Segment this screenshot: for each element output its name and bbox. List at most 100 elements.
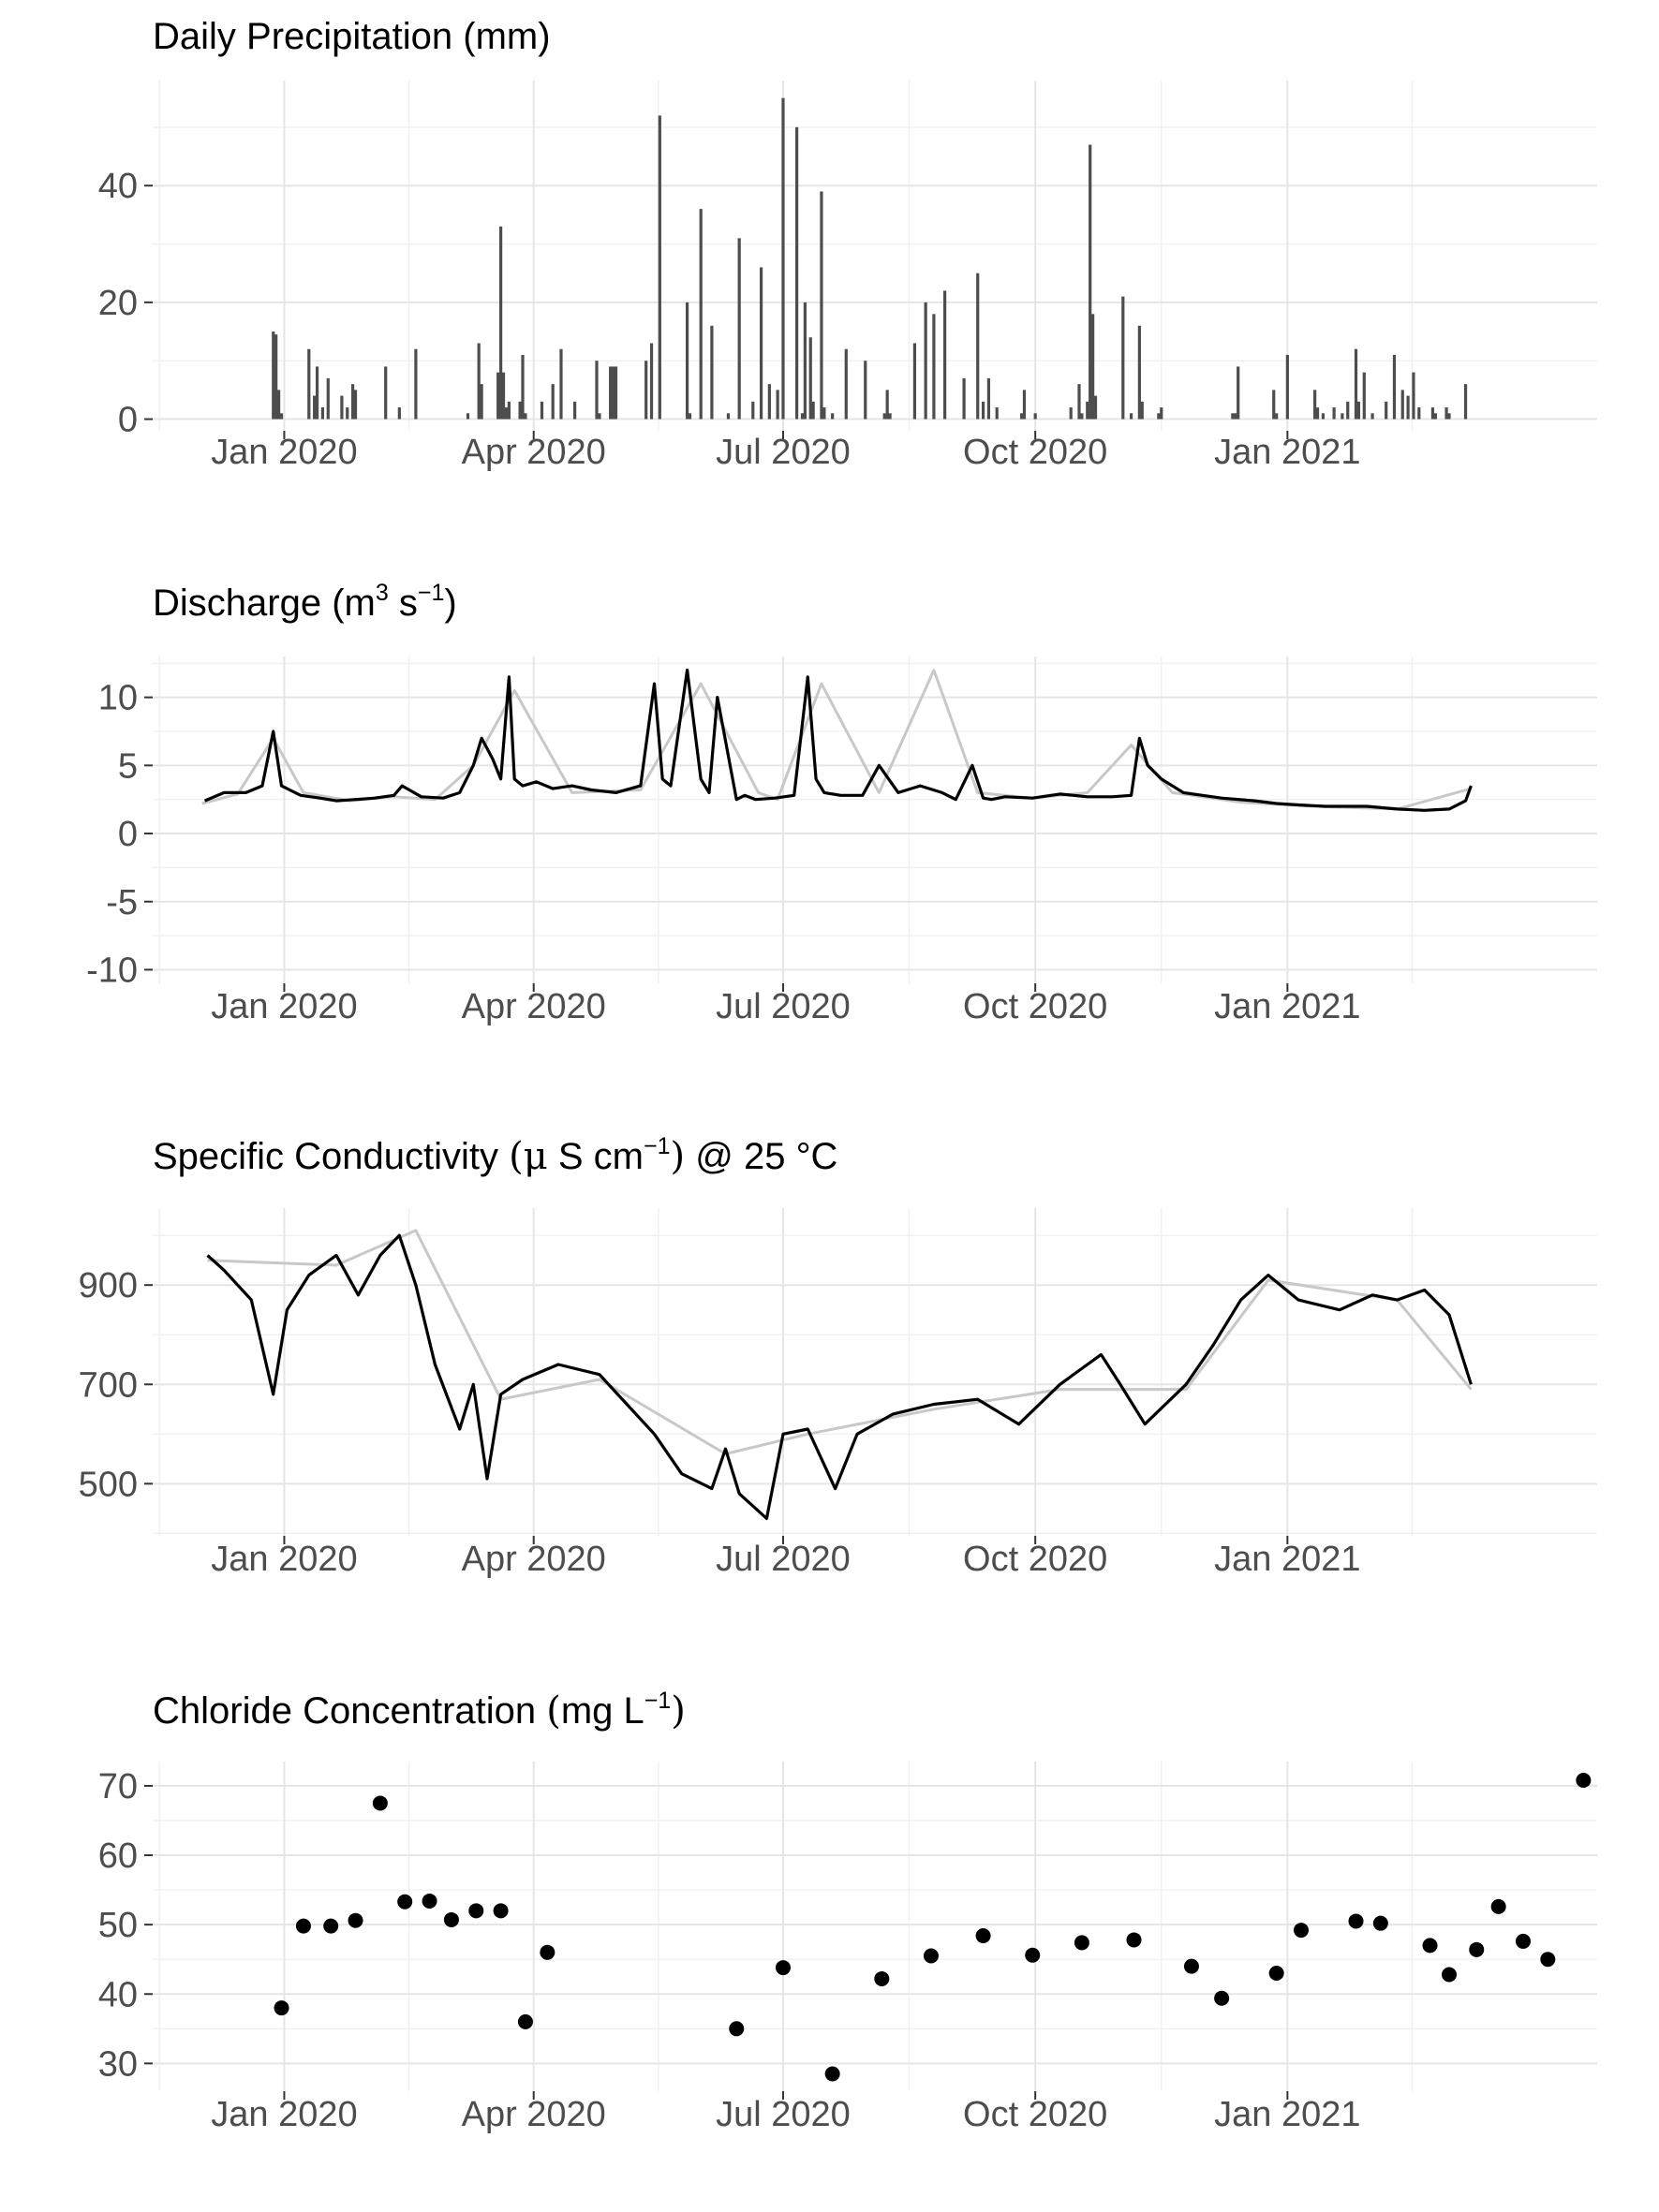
precip-bar [795,126,799,420]
x-tick-label: Jan 2020 [211,1540,357,1579]
x-tick-label: Jul 2020 [716,2095,851,2134]
precip-bar [1069,407,1073,420]
precip-bar [844,348,848,420]
chloride-point [923,1948,939,1964]
chloride-panel: Chloride Concentration (mg L−1) 70 60 50 40… [98,1688,1597,2134]
discharge-grid [153,656,1597,983]
precip-bar [1091,314,1095,420]
series-line-primary [206,1233,1473,1521]
chloride-point [775,1960,791,1976]
y-tick-label: 700 [79,1365,138,1405]
x-tick-label: Oct 2020 [963,1540,1107,1579]
precip-bar [320,407,325,420]
precip-bar [1400,390,1404,420]
y-tick-label: 40 [98,1975,138,2014]
chloride-point [1348,1913,1364,1929]
precip-bar [276,390,281,420]
precip-bar [962,377,966,420]
chloride-point [422,1893,437,1909]
chloride-point [1126,1932,1142,1948]
chloride-point [824,2066,840,2082]
discharge-y-axis: 10 5 0 -5 -10 [86,679,153,990]
precip-bar [496,372,500,420]
y-tick-label: 0 [118,401,138,440]
conductivity-x-axis: Jan 2020 Apr 2020 Jul 2020 Oct 2020 Jan 2021 [211,1536,1361,1579]
precip-bar [1129,413,1133,420]
precip-bar [981,401,985,420]
precip-bar [1033,413,1037,420]
y-tick-label: -10 [86,951,138,990]
precip-bar [1412,372,1415,420]
precip-bar [1089,144,1092,420]
precip-bar [346,407,349,420]
chloride-point [1074,1935,1089,1951]
x-tick-label: Jan 2020 [211,2095,357,2134]
chloride-point [1025,1947,1041,1963]
precip-bar [598,413,601,420]
precip-bar [466,413,470,420]
x-tick-label: Apr 2020 [462,987,606,1026]
chloride-point [295,1918,311,1934]
precip-bar [353,390,358,420]
precip-bar [1157,413,1161,420]
precip-bar [551,384,555,420]
y-tick-label: 30 [98,2044,138,2084]
chloride-point [348,1912,363,1928]
precip-bar [1272,390,1276,420]
precipitation-panel: Daily Precipitation (mm) 0 20 40 Jan 2020 A… [98,16,1597,472]
y-tick-label: 5 [118,746,138,786]
precip-bar [888,413,892,420]
precip-bar [688,413,692,420]
precip-bar [480,384,483,420]
chloride-point [274,2000,289,2016]
chloride-point [1422,1938,1438,1954]
chloride-point [729,2021,745,2037]
precip-bar [315,366,319,420]
precip-bar [1275,413,1279,420]
precip-bar [1406,395,1410,420]
precip-bar [912,343,917,420]
precip-bar [1356,401,1361,420]
chloride-point [1183,1958,1199,1974]
precip-bar [384,366,388,420]
precip-bar [609,366,613,420]
precip-bar [1392,354,1397,420]
precip-bar [1077,384,1081,420]
x-tick-label: Jul 2020 [716,433,851,472]
precip-bar [272,332,275,420]
y-tick-label: 500 [79,1465,138,1504]
discharge-lines [201,668,1473,812]
precip-bar [1234,413,1237,420]
precip-bar [685,302,689,420]
precip-bar [1444,407,1448,420]
precip-bar [885,390,889,420]
x-tick-label: Jan 2021 [1214,1540,1360,1579]
y-tick-label: 40 [98,167,138,206]
precip-bar [1362,372,1366,420]
chloride-point [1540,1952,1556,1968]
x-tick-label: Apr 2020 [462,2095,606,2134]
precip-bar [1417,407,1421,420]
chloride-title: Chloride Concentration (mg L−1) [153,1688,686,1733]
chloride-point [1490,1898,1506,1914]
precip-bar [414,348,418,420]
precip-bar [751,401,755,420]
precip-bar [518,401,522,420]
chloride-point [468,1903,484,1919]
x-tick-label: Jan 2021 [1214,2095,1360,2134]
precip-bar [279,413,284,420]
precip-bar [307,348,311,420]
precip-bar [274,334,278,420]
chloride-point [1441,1967,1457,1983]
conductivity-grid [153,1208,1597,1536]
precip-title: Daily Precipitation (mm) [153,16,551,57]
y-tick-label: 0 [118,815,138,854]
y-tick-label: -5 [106,883,138,922]
chloride-point [1469,1941,1485,1957]
precip-bar [1285,354,1289,420]
x-tick-label: Oct 2020 [963,433,1107,472]
series-line-primary [203,668,1473,812]
chloride-point [1515,1933,1531,1949]
x-tick-label: Jan 2021 [1214,433,1360,472]
precip-bar [1370,413,1374,420]
